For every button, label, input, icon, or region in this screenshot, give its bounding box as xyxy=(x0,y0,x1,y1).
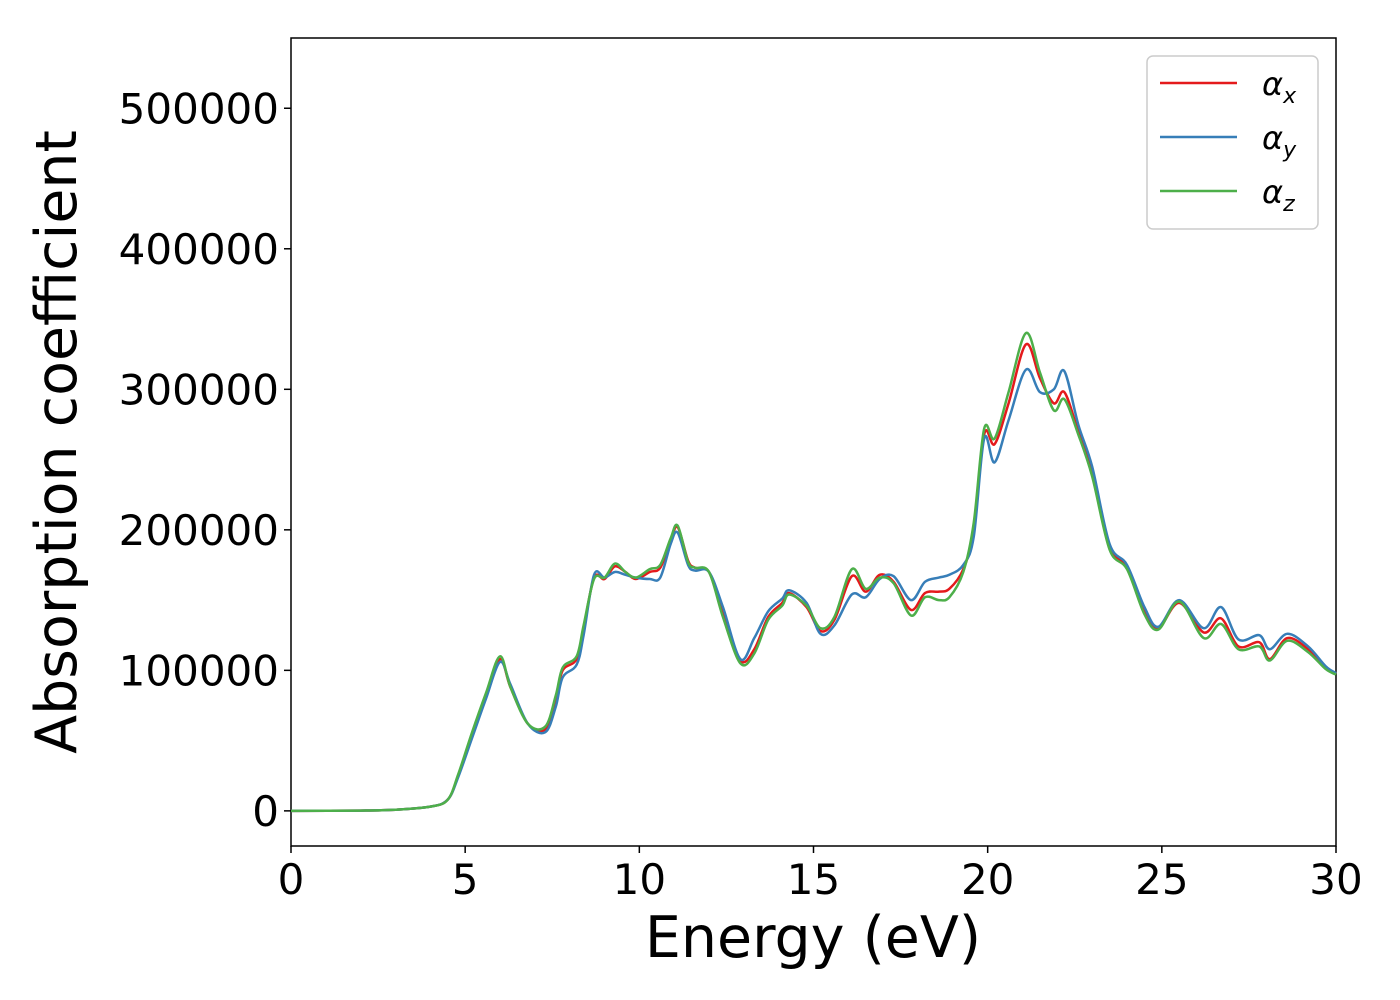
series-line-z xyxy=(290,331,1337,813)
y-tick-label: 0 xyxy=(252,787,279,836)
y-tick-label: 200000 xyxy=(119,506,279,555)
x-tick-label: 20 xyxy=(961,855,1014,904)
series-lines xyxy=(290,331,1337,813)
x-tick-label: 30 xyxy=(1309,855,1362,904)
x-tick-label: 25 xyxy=(1135,855,1188,904)
legend-label-z: αz xyxy=(1262,173,1295,217)
x-axis-ticks: 0 5 10 15 20 25 30 xyxy=(278,846,1363,904)
x-tick-label: 0 xyxy=(278,855,305,904)
y-tick-label: 400000 xyxy=(119,225,279,274)
series-line-x xyxy=(290,342,1337,813)
legend-label-y: αy xyxy=(1262,119,1297,163)
legend-label-x: αx xyxy=(1262,65,1297,109)
y-axis-label: Absorption coefficient xyxy=(24,130,90,754)
x-tick-label: 5 xyxy=(452,855,479,904)
series-line-y xyxy=(290,367,1337,813)
x-tick-label: 10 xyxy=(613,855,666,904)
x-tick-label: 15 xyxy=(787,855,840,904)
y-tick-label: 300000 xyxy=(119,365,279,414)
y-axis-ticks: 0 100000 200000 300000 400000 500000 xyxy=(119,84,291,836)
legend-box xyxy=(1146,55,1319,230)
x-axis-label: Energy (eV) xyxy=(645,905,981,971)
y-tick-label: 500000 xyxy=(119,84,279,133)
legend: αx αy αz xyxy=(1146,55,1319,230)
y-tick-label: 100000 xyxy=(119,646,279,695)
